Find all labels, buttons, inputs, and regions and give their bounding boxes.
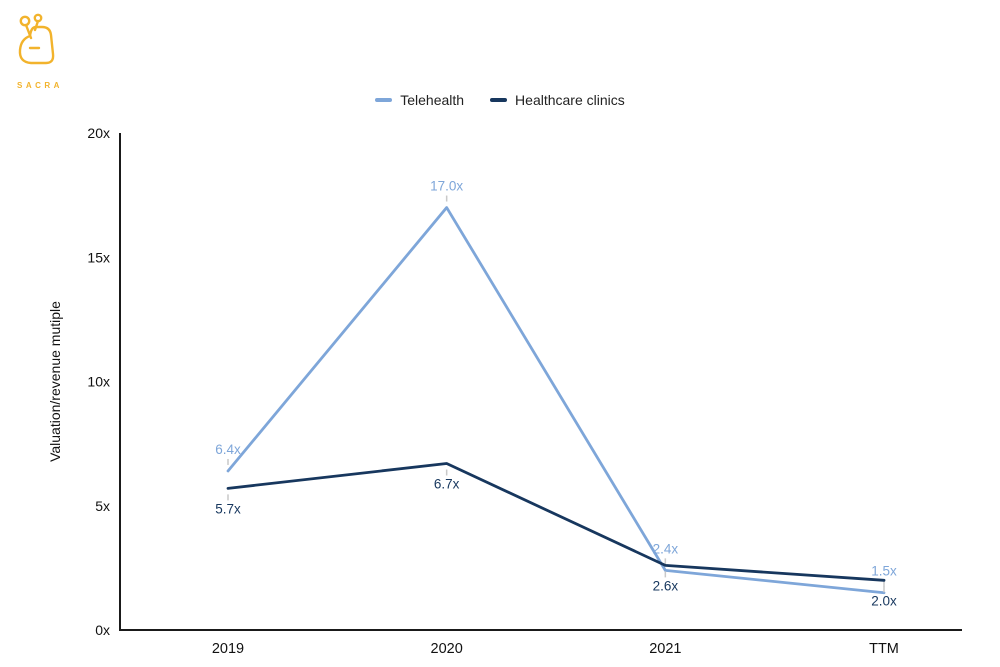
svg-text:0x: 0x — [95, 622, 110, 638]
svg-text:2020: 2020 — [431, 641, 463, 657]
svg-text:2.0x: 2.0x — [871, 593, 897, 608]
svg-text:5.7x: 5.7x — [215, 501, 241, 516]
svg-text:2.4x: 2.4x — [653, 541, 679, 556]
legend: Telehealth Healthcare clinics — [0, 92, 1000, 108]
sacra-logo-icon — [18, 13, 55, 65]
legend-label-healthcare-clinics: Healthcare clinics — [515, 92, 625, 108]
logo-brand-text: SACRA — [17, 81, 63, 90]
sacra-logo: SACRA — [14, 12, 72, 90]
svg-text:15x: 15x — [87, 249, 110, 265]
svg-text:6.4x: 6.4x — [215, 442, 241, 457]
legend-swatch-healthcare-clinics — [490, 98, 508, 102]
svg-text:2019: 2019 — [212, 641, 244, 657]
svg-text:6.7x: 6.7x — [434, 477, 460, 492]
svg-text:2021: 2021 — [649, 641, 681, 657]
svg-text:10x: 10x — [87, 374, 110, 390]
svg-text:5x: 5x — [95, 498, 110, 514]
legend-item-telehealth: Telehealth — [375, 92, 464, 108]
legend-swatch-telehealth — [375, 98, 393, 102]
legend-label-telehealth: Telehealth — [400, 92, 465, 108]
svg-text:1.5x: 1.5x — [871, 564, 897, 579]
svg-text:17.0x: 17.0x — [430, 179, 463, 194]
svg-text:20x: 20x — [87, 125, 110, 141]
svg-text:2.6x: 2.6x — [653, 578, 679, 593]
svg-text:Valuation/revenue mutiple: Valuation/revenue mutiple — [47, 301, 63, 462]
legend-item-healthcare-clinics: Healthcare clinics — [490, 92, 625, 108]
svg-text:TTM: TTM — [869, 641, 899, 657]
